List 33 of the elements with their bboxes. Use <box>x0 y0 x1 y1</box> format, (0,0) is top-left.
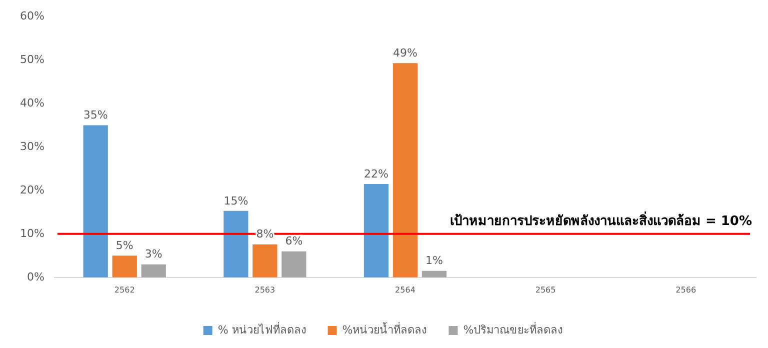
bar <box>224 210 248 278</box>
bar <box>141 264 166 278</box>
y-tick-label: 10% <box>20 226 44 240</box>
bar <box>252 244 278 278</box>
y-tick-label: 20% <box>20 183 44 196</box>
data-label: 22% <box>364 167 388 180</box>
x-tick-label: 2565 <box>535 285 556 294</box>
bar <box>282 251 306 278</box>
bar <box>364 184 389 278</box>
data-label: 6% <box>285 234 303 248</box>
y-tick-label: 30% <box>20 140 44 153</box>
x-tick-label: 2564 <box>395 285 416 294</box>
legend-label: %ปริมาณขยะที่ลดลง <box>463 321 563 336</box>
bar <box>422 270 447 278</box>
y-tick-label: 60% <box>20 9 44 22</box>
data-label: 1% <box>425 254 443 268</box>
data-label: 49% <box>393 46 418 60</box>
data-label: 5% <box>116 239 134 252</box>
ref-line-label: เป้าหมายการประหยัดพลังงานและสิ่งแวดล้อม = 10% <box>450 210 752 229</box>
x-tick-label: 2563 <box>254 285 276 294</box>
data-label: 15% <box>224 194 248 208</box>
y-tick-label: 50% <box>20 52 44 66</box>
bar <box>83 125 108 278</box>
data-label: 3% <box>144 248 162 261</box>
y-tick-label: 0% <box>26 270 44 284</box>
legend-label: %หน่วยน้ำที่ลดลง <box>342 321 427 336</box>
legend-label: % หน่วยไฟที่ลดลง <box>218 321 306 336</box>
bar <box>112 256 137 278</box>
x-tick-label: 2566 <box>676 285 696 294</box>
bar <box>392 63 418 278</box>
data-label: 35% <box>83 108 108 122</box>
x-tick-label: 2562 <box>114 285 135 294</box>
y-tick-label: 40% <box>20 96 44 110</box>
